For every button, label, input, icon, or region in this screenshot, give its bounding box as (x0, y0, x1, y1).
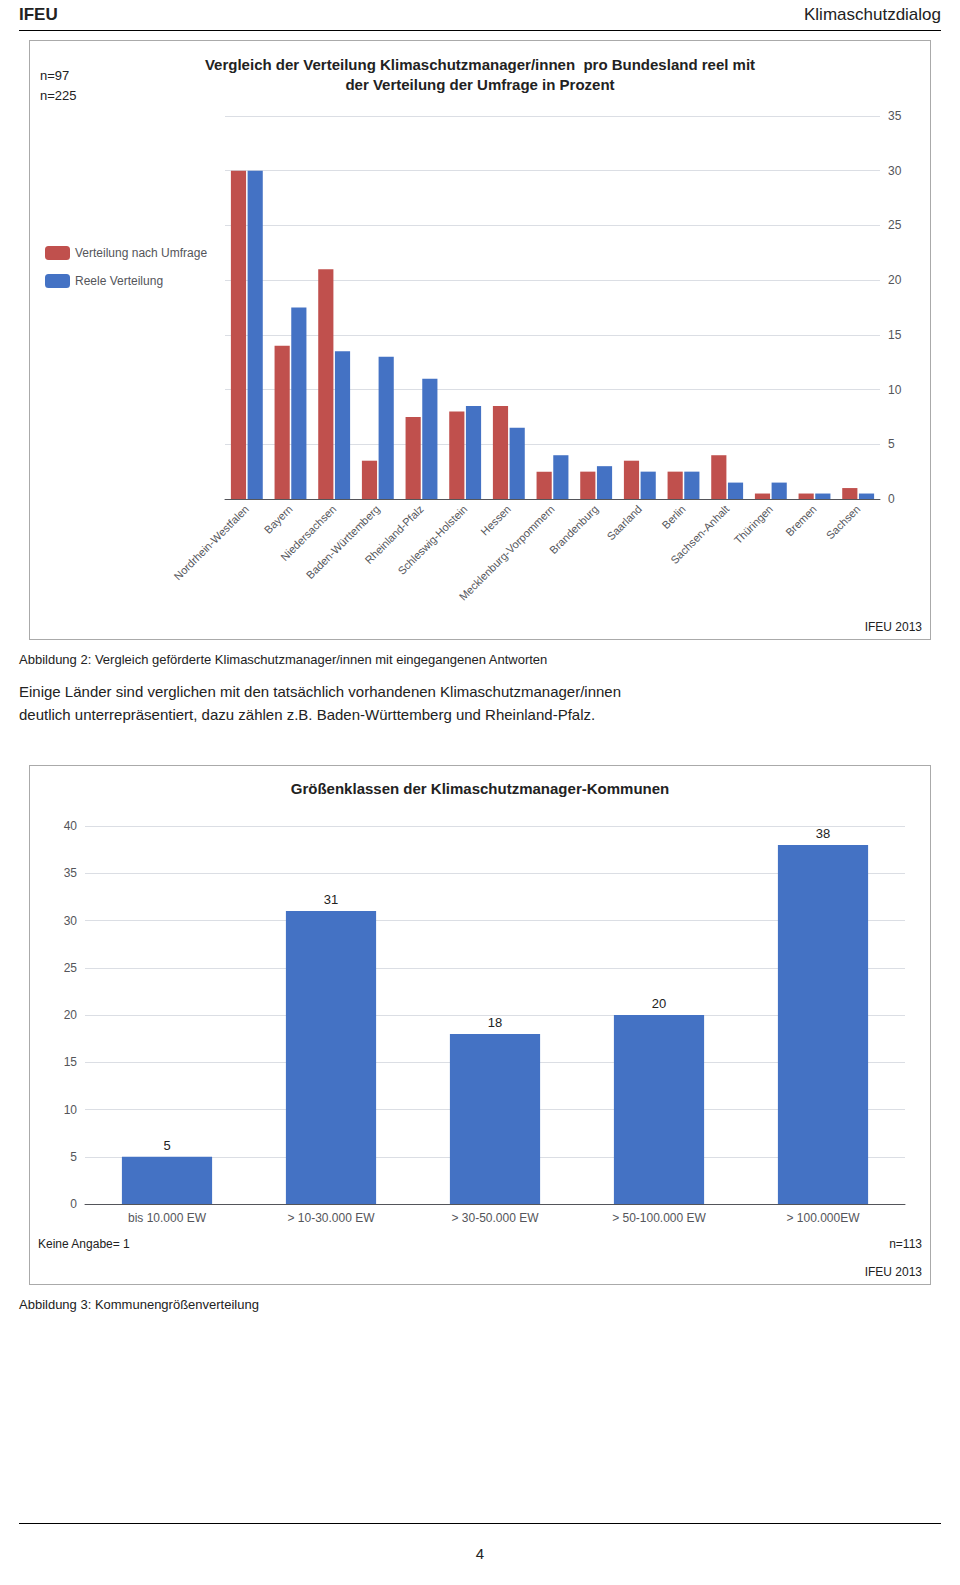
svg-text:Niedersachsen: Niedersachsen (278, 502, 339, 564)
svg-text:38: 38 (816, 826, 830, 841)
svg-text:> 100.000EW: > 100.000EW (786, 1211, 860, 1225)
html-text:IFEU: IFEU (19, 5, 58, 24)
svg-text:> 10-30.000 EW: > 10-30.000 EW (287, 1211, 375, 1225)
svg-text:15: 15 (888, 328, 902, 342)
svg-text:Vergleich der Verteilung Klima: Vergleich der Verteilung Klimaschutzmana… (205, 56, 755, 73)
svg-text:Reele Verteilung: Reele Verteilung (75, 274, 163, 288)
svg-text:Hessen: Hessen (478, 503, 513, 538)
svg-text:15: 15 (64, 1055, 78, 1069)
svg-text:Berlin: Berlin (659, 503, 687, 531)
svg-text:> 50-100.000 EW: > 50-100.000 EW (612, 1211, 706, 1225)
html-text:Abbildung 2: Vergleich geförde: Abbildung 2: Vergleich geförderte Klimas… (19, 652, 548, 667)
svg-text:bis 10.000 EW: bis 10.000 EW (128, 1211, 207, 1225)
svg-text:Brandenburg: Brandenburg (547, 503, 600, 556)
svg-text:Bremen: Bremen (783, 503, 819, 539)
svg-text:18: 18 (488, 1015, 502, 1030)
svg-text:Thüringen: Thüringen (732, 503, 775, 546)
svg-text:Rheinland-Pfalz: Rheinland-Pfalz (362, 502, 426, 567)
svg-text:0: 0 (70, 1197, 77, 1211)
svg-text:n=113: n=113 (889, 1237, 922, 1251)
svg-text:20: 20 (64, 1008, 78, 1022)
svg-text:10: 10 (64, 1103, 78, 1117)
svg-text:0: 0 (888, 492, 895, 506)
svg-text:IFEU 2013: IFEU 2013 (865, 1265, 923, 1279)
svg-text:n=97: n=97 (40, 68, 69, 83)
svg-text:35: 35 (64, 866, 78, 880)
svg-text:20: 20 (652, 996, 666, 1011)
svg-text:31: 31 (324, 892, 338, 907)
svg-text:30: 30 (888, 164, 902, 178)
svg-text:10: 10 (888, 383, 902, 397)
svg-text:Keine Angabe= 1: Keine Angabe= 1 (38, 1237, 130, 1251)
svg-text:5: 5 (70, 1150, 77, 1164)
html-text:Klimaschutzdialog: Klimaschutzdialog (804, 5, 941, 24)
svg-text:> 30-50.000 EW: > 30-50.000 EW (451, 1211, 539, 1225)
html-text:Einige Länder sind verglichen: Einige Länder sind verglichen mit den ta… (19, 683, 621, 724)
svg-text:20: 20 (888, 273, 902, 287)
svg-text:Größenklassen der Klimaschutzm: Größenklassen der Klimaschutzmanager-Kom… (291, 780, 669, 797)
svg-text:40: 40 (64, 819, 78, 833)
svg-text:Saarland: Saarland (604, 503, 644, 543)
html-text:Abbildung 3: Kommunengrößenver: Abbildung 3: Kommunengrößenverteilung (19, 1297, 259, 1312)
svg-text:Baden-Württemberg: Baden-Württemberg (304, 503, 382, 581)
svg-text:Mecklenburg-Vorpommern: Mecklenburg-Vorpommern (457, 503, 557, 603)
svg-text:30: 30 (64, 914, 78, 928)
svg-text:Sachsen: Sachsen (824, 503, 863, 542)
svg-text:25: 25 (888, 218, 902, 232)
svg-text:Sachsen-Anhalt: Sachsen-Anhalt (668, 503, 731, 566)
svg-text:Schleswig-Holstein: Schleswig-Holstein (395, 503, 469, 577)
svg-text:35: 35 (888, 109, 902, 123)
svg-text:Bayern: Bayern (262, 503, 295, 536)
svg-text:Nordrhein-Westfalen: Nordrhein-Westfalen (171, 503, 251, 583)
html-text:4: 4 (475, 1545, 485, 1562)
svg-text:25: 25 (64, 961, 78, 975)
svg-text:5: 5 (163, 1138, 170, 1153)
svg-text:n=225: n=225 (40, 88, 77, 103)
svg-text:der Verteilung der Umfrage in: der Verteilung der Umfrage in Prozent (345, 76, 614, 93)
svg-text:IFEU 2013: IFEU 2013 (865, 620, 923, 634)
svg-text:Verteilung nach Umfrage: Verteilung nach Umfrage (75, 246, 207, 260)
svg-text:5: 5 (888, 437, 895, 451)
